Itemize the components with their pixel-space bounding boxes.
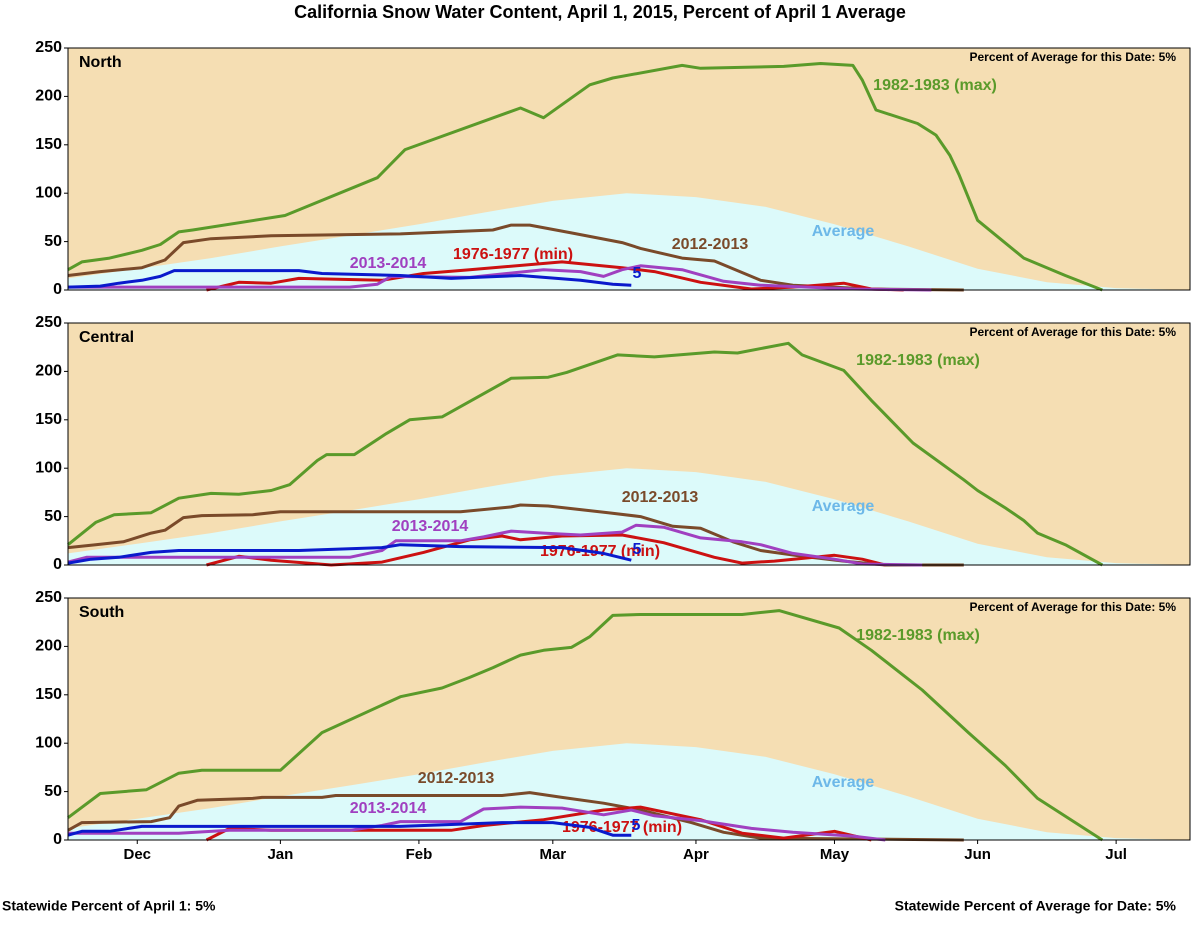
panel: Average 1982-1983 (max) 2012-2013 1976-1977… bbox=[35, 589, 1191, 863]
series-line bbox=[67, 609, 1104, 842]
series-label: 2013-2014 bbox=[350, 800, 427, 817]
x-tick-label: Jan bbox=[267, 846, 293, 863]
y-tick-label: 150 bbox=[35, 686, 62, 703]
y-tick-label: 100 bbox=[35, 459, 62, 476]
series-label: 2012-2013 bbox=[622, 489, 699, 506]
series-line bbox=[67, 503, 964, 567]
average-area bbox=[68, 743, 1190, 840]
y-tick-label: 250 bbox=[35, 589, 62, 606]
series-line bbox=[67, 791, 964, 842]
x-tick-label: May bbox=[820, 846, 850, 863]
series-label: 5 bbox=[632, 817, 641, 834]
series-label: 1982-1983 (max) bbox=[873, 77, 997, 94]
series-line bbox=[67, 223, 964, 292]
region-label: South bbox=[79, 604, 124, 621]
series-line bbox=[67, 523, 923, 567]
x-tick-label: Dec bbox=[123, 846, 151, 863]
plot-border bbox=[67, 597, 1191, 841]
series-label: Average bbox=[812, 498, 875, 515]
region-label: Central bbox=[79, 329, 134, 346]
y-tick-label: 0 bbox=[53, 281, 62, 298]
y-tick-label: 150 bbox=[35, 411, 62, 428]
date-note: Percent of Average for this Date: 5% bbox=[969, 600, 1176, 614]
series-label: 2012-2013 bbox=[418, 770, 495, 787]
y-tick-label: 0 bbox=[53, 831, 62, 848]
x-tick-label: Jul bbox=[1105, 846, 1127, 863]
chart-title: California Snow Water Content, April 1, … bbox=[294, 2, 906, 22]
x-tick-label: Jun bbox=[964, 846, 991, 863]
y-tick-label: 0 bbox=[53, 556, 62, 573]
series-line bbox=[67, 821, 632, 837]
y-tick-label: 200 bbox=[35, 638, 62, 655]
series-line bbox=[206, 260, 904, 292]
plot-border bbox=[67, 322, 1191, 566]
series-line bbox=[67, 269, 632, 289]
y-tick-label: 50 bbox=[44, 508, 62, 525]
series-label: 2012-2013 bbox=[672, 236, 749, 253]
date-note: Percent of Average for this Date: 5% bbox=[969, 325, 1176, 339]
series-line bbox=[68, 805, 886, 842]
series-label: 1976-1977 (min) bbox=[453, 246, 573, 263]
series-label: 1982-1983 (max) bbox=[856, 352, 980, 369]
date-note: Percent of Average for this Date: 5% bbox=[969, 50, 1176, 64]
y-tick-label: 200 bbox=[35, 363, 62, 380]
footer-left: Statewide Percent of April 1: 5% bbox=[2, 898, 216, 914]
average-area bbox=[68, 193, 1190, 290]
series-label: 5 bbox=[633, 541, 642, 558]
series-line bbox=[206, 533, 886, 567]
series-label: Average bbox=[812, 223, 875, 240]
x-tick-label: Feb bbox=[406, 846, 433, 863]
y-tick-label: 100 bbox=[35, 734, 62, 751]
y-tick-label: 150 bbox=[35, 136, 62, 153]
x-tick-label: Mar bbox=[539, 846, 566, 863]
series-line bbox=[68, 264, 932, 292]
y-tick-label: 250 bbox=[35, 39, 62, 56]
series-label: 5 bbox=[633, 265, 642, 282]
y-tick-label: 250 bbox=[35, 314, 62, 331]
y-tick-label: 100 bbox=[35, 184, 62, 201]
region-label: North bbox=[79, 54, 122, 71]
series-line bbox=[67, 62, 1103, 292]
series-line bbox=[67, 543, 632, 565]
series-label: 2013-2014 bbox=[392, 518, 469, 535]
y-tick-label: 50 bbox=[44, 783, 62, 800]
series-label: 1982-1983 (max) bbox=[856, 627, 980, 644]
y-tick-label: 200 bbox=[35, 88, 62, 105]
x-tick-label: Apr bbox=[683, 846, 709, 863]
plot-border bbox=[67, 47, 1191, 291]
series-label: 1976-1977 (min) bbox=[562, 819, 682, 836]
y-tick-label: 50 bbox=[44, 233, 62, 250]
footer-right: Statewide Percent of Average for Date: 5… bbox=[895, 898, 1177, 914]
series-label: 2013-2014 bbox=[350, 255, 427, 272]
panel: Average 1982-1983 (max) 2012-2013 1976-1977… bbox=[35, 39, 1191, 298]
series-line bbox=[67, 341, 1104, 567]
series-label: Average bbox=[812, 774, 875, 791]
